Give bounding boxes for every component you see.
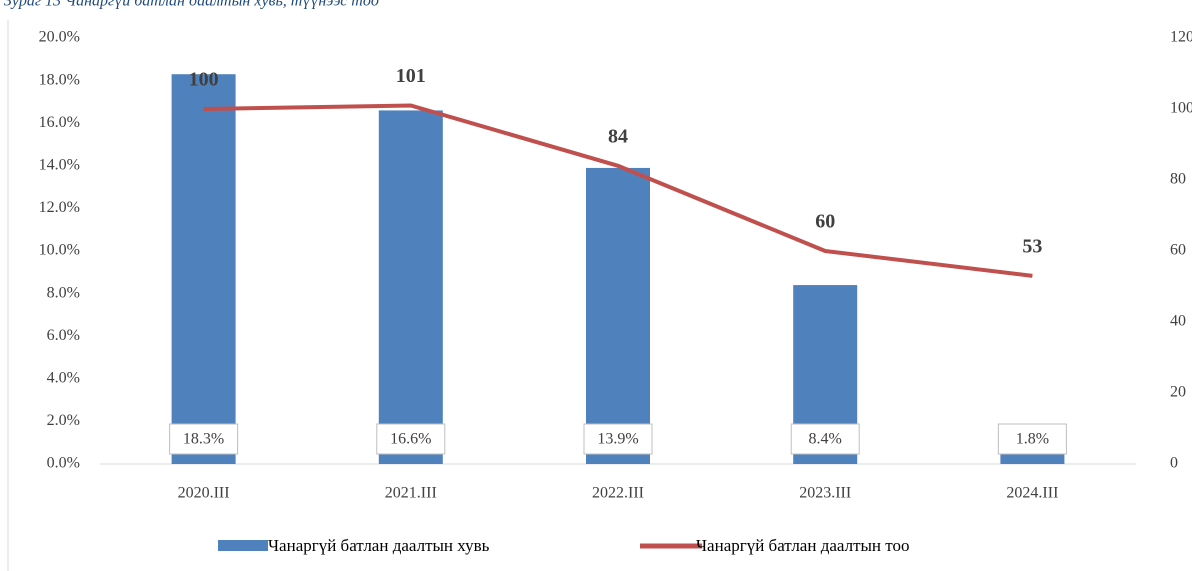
y2-tick-label: 40 (1170, 313, 1186, 330)
y-tick-label: 8.0% (47, 284, 80, 301)
y2-tick-label: 60 (1170, 242, 1186, 259)
bar (171, 74, 236, 465)
y-tick-label: 18.0% (39, 71, 80, 88)
y2-tick-label: 20 (1170, 384, 1186, 401)
data-label: 18.3% (183, 431, 224, 448)
bar (378, 110, 443, 465)
legend-swatch (218, 540, 268, 551)
data-label: 1.8% (1016, 431, 1049, 448)
data-label: 16.6% (390, 431, 431, 448)
data-label: 8.4% (809, 431, 842, 448)
line-data-label: 84 (608, 125, 628, 147)
y-tick-label: 6.0% (47, 327, 80, 344)
y-tick-label: 16.0% (39, 114, 80, 131)
y-tick-label: 2.0% (47, 412, 80, 429)
y-tick-label: 0.0% (47, 455, 80, 472)
x-tick-label: 2021.III (385, 485, 437, 502)
x-tick-label: 2022.III (592, 485, 644, 502)
line-data-label: 53 (1022, 235, 1042, 257)
data-label-box (169, 423, 239, 455)
y-tick-label: 20.0% (39, 29, 80, 46)
line-series (203, 103, 1033, 278)
legend-label: Чанаргүй батлан даалтын хувь (268, 536, 490, 555)
data-label-box (790, 423, 860, 455)
line-data-label: 101 (396, 65, 426, 87)
y2-tick-label: 80 (1170, 171, 1186, 188)
y2-tick-label: 0 (1170, 455, 1178, 472)
chart-title: Зураг 13 Чанаргүй батлан даалтын хувь, т… (4, 0, 379, 10)
data-label-box (376, 423, 446, 455)
y-tick-label: 4.0% (47, 369, 80, 386)
y2-tick-label: 120 (1170, 29, 1192, 46)
x-tick-label: 2024.III (1006, 485, 1058, 502)
line-data-label: 60 (815, 211, 835, 233)
data-label-box (997, 423, 1067, 455)
y-tick-label: 14.0% (39, 156, 80, 173)
data-label: 13.9% (597, 431, 638, 448)
x-tick-label: 2020.III (178, 485, 230, 502)
data-label-box (583, 423, 653, 455)
bar (586, 167, 650, 464)
y-tick-label: 10.0% (39, 242, 80, 259)
y-tick-label: 12.0% (39, 199, 80, 216)
y2-tick-label: 100 (1170, 100, 1192, 117)
x-tick-label: 2023.III (799, 485, 851, 502)
line-data-label: 100 (189, 69, 219, 91)
legend-label: Чанаргүй батлан даалтын тоо (696, 536, 909, 555)
